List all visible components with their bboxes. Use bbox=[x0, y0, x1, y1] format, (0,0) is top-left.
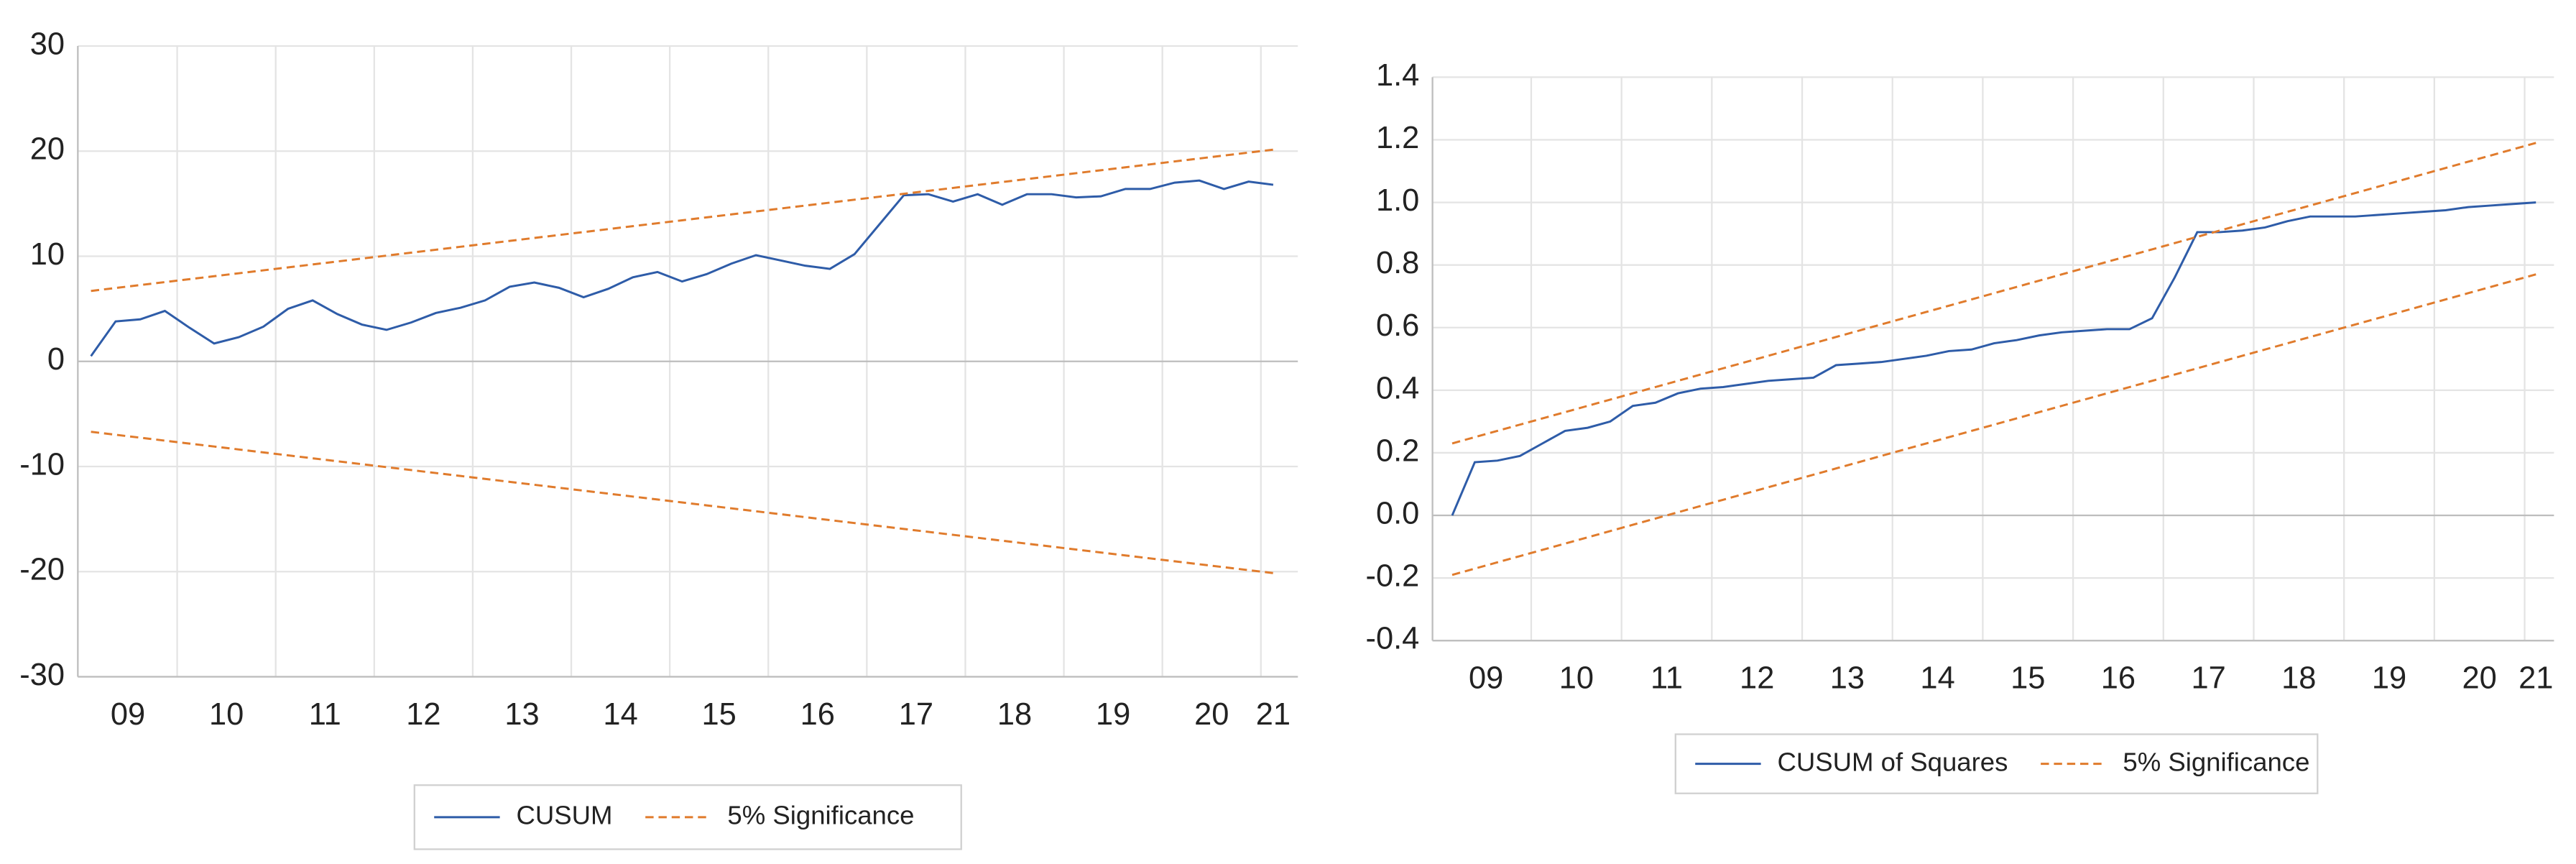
y-tick-label: 1.0 bbox=[1376, 183, 1419, 218]
y-tick-label: 10 bbox=[30, 237, 65, 272]
x-tick-label: 12 bbox=[406, 697, 440, 732]
y-tick-label: 0.6 bbox=[1376, 308, 1419, 343]
x-tick-label: 09 bbox=[111, 697, 145, 732]
y-tick-label: 1.4 bbox=[1376, 58, 1419, 93]
series-line bbox=[1451, 142, 2536, 445]
y-tick-label: 20 bbox=[30, 132, 65, 167]
x-tick-label: 14 bbox=[603, 697, 637, 732]
y-tick-label: 0.0 bbox=[1376, 497, 1419, 531]
x-tick-label: 20 bbox=[1194, 697, 1229, 732]
x-tick-label: 18 bbox=[997, 697, 1032, 732]
series-line bbox=[1451, 201, 2536, 516]
x-tick-label: 17 bbox=[899, 697, 933, 732]
x-tick-label: 13 bbox=[504, 697, 539, 732]
x-tick-label: 16 bbox=[800, 697, 835, 732]
x-tick-label: 19 bbox=[2372, 661, 2406, 696]
x-tick-label: 17 bbox=[2191, 661, 2225, 696]
y-tick-label: 30 bbox=[30, 27, 65, 61]
legend: CUSUM of Squares 5% Significance bbox=[1674, 733, 2319, 794]
x-tick-label: 15 bbox=[702, 697, 737, 732]
chart: -30 -20 -10 0 10 20 30 09 10 11 12 13 14 15 16 17 18 19 20… bbox=[19, 27, 1298, 850]
y-tick-label: 0.2 bbox=[1376, 433, 1419, 468]
x-tick-label: 21 bbox=[1256, 697, 1291, 732]
series-line bbox=[90, 179, 1274, 357]
series-line bbox=[91, 148, 1274, 293]
legend: CUSUM 5% Significance bbox=[413, 784, 962, 850]
y-tick-label: -0.2 bbox=[1366, 559, 1420, 594]
legend-label: CUSUM of Squares bbox=[1777, 747, 2008, 776]
series-line-lower bbox=[1451, 273, 2536, 576]
series-line-lower bbox=[91, 431, 1274, 574]
x-tick-label: 14 bbox=[1920, 661, 1954, 696]
y-tick-label: 0 bbox=[47, 342, 65, 377]
x-tick-label: 18 bbox=[2281, 661, 2316, 696]
x-tick-label: 10 bbox=[1559, 661, 1594, 696]
legend-box bbox=[1674, 733, 2319, 794]
legend-label: CUSUM bbox=[516, 801, 612, 830]
y-tick-label: 0.8 bbox=[1376, 246, 1419, 280]
x-tick-label: 11 bbox=[309, 697, 341, 732]
legend-label: 5% Significance bbox=[727, 801, 914, 830]
legend-label: 5% Significance bbox=[2123, 747, 2309, 776]
x-tick-label: 09 bbox=[1469, 661, 1503, 696]
x-tick-label: 20 bbox=[2462, 661, 2497, 696]
x-tick-label: 21 bbox=[2519, 661, 2553, 696]
x-tick-label: 10 bbox=[209, 697, 244, 732]
y-tick-label: -30 bbox=[19, 658, 65, 692]
x-tick-label: 16 bbox=[2101, 661, 2136, 696]
y-tick-label: 0.4 bbox=[1376, 371, 1419, 405]
y-tick-label: -0.4 bbox=[1366, 622, 1420, 656]
y-tick-label: 1.2 bbox=[1376, 121, 1419, 155]
x-tick-label: 13 bbox=[1830, 661, 1865, 696]
y-tick-label: -20 bbox=[19, 553, 65, 587]
x-tick-label: 15 bbox=[2011, 661, 2045, 696]
x-tick-label: 12 bbox=[1740, 661, 1774, 696]
chart: -0.4 -0.2 0.0 0.2 0.4 0.6 0.8 1.0 1.2 1.4 09 10 11 12… bbox=[1366, 58, 2554, 794]
y-tick-label: -10 bbox=[19, 447, 65, 482]
x-tick-label: 11 bbox=[1651, 661, 1683, 696]
x-tick-label: 19 bbox=[1096, 697, 1130, 732]
